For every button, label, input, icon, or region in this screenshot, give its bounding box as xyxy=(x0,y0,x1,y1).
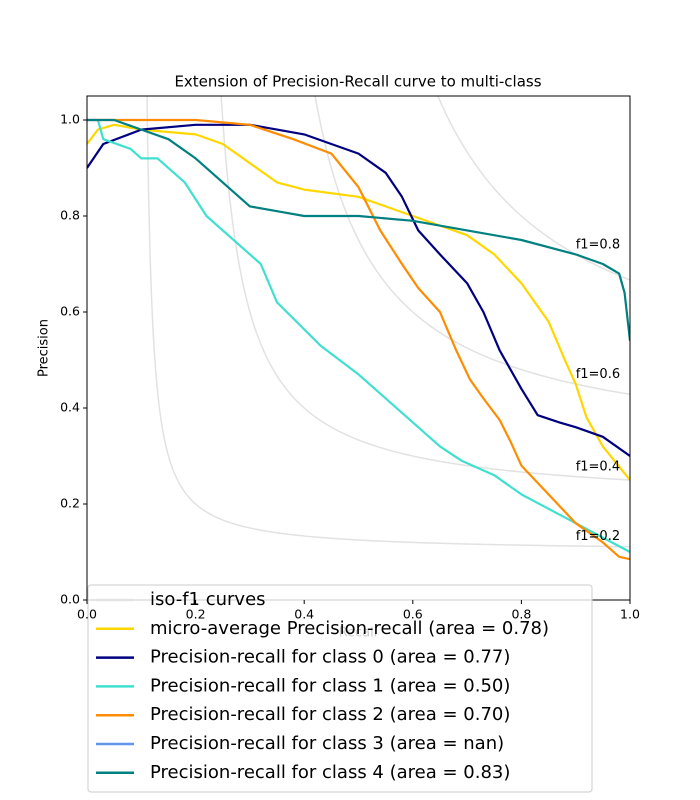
legend: iso-f1 curves micro-average Precision-rec… xyxy=(87,584,593,793)
pr-curve xyxy=(87,123,630,481)
y-tick-label: 0.2 xyxy=(60,496,80,511)
legend-label: Precision-recall for class 1 (area = 0.5… xyxy=(150,675,510,696)
x-tick-label: 0.6 xyxy=(403,607,423,622)
y-tick-label: 1.0 xyxy=(60,112,80,127)
pr-curve xyxy=(87,123,630,457)
iso-f1-label: f1=0.2 xyxy=(576,529,620,544)
legend-label: Precision-recall for class 2 (area = 0.7… xyxy=(150,704,510,725)
legend-label: Precision-recall for class 0 (area = 0.7… xyxy=(150,647,510,668)
plot-area xyxy=(87,96,630,561)
y-axis-label: Precision xyxy=(37,319,52,377)
iso-f1-label: f1=0.8 xyxy=(576,237,620,252)
iso-f1-curve xyxy=(220,96,630,481)
x-tick-label: 1.0 xyxy=(620,607,640,622)
overlay: f1=0.2 f1=0.4 f1=0.6 f1=0.8 xyxy=(576,237,620,544)
x-tick-label: 0.4 xyxy=(294,607,314,622)
x-tick-label: 0.2 xyxy=(186,607,206,622)
x-tick-label: 0.8 xyxy=(511,607,531,622)
iso-f1-curve xyxy=(314,96,630,396)
iso-f1-label: f1=0.4 xyxy=(576,459,620,474)
legend-label: Precision-recall for class 3 (area = nan… xyxy=(150,733,504,754)
iso-f1-label: f1=0.6 xyxy=(576,367,620,382)
pr-curve xyxy=(87,118,630,553)
pr-curve xyxy=(87,118,630,341)
legend-label: micro-average Precision-recall (area = 0… xyxy=(150,618,549,639)
legend-label: Precision-recall for class 4 (area = 0.8… xyxy=(150,762,510,783)
legend-label: iso-f1 curves xyxy=(150,589,266,610)
iso-f1-curve xyxy=(146,96,630,548)
pr-curve xyxy=(87,118,630,561)
x-tick-label: 0.0 xyxy=(77,607,97,622)
y-tick-label: 0.6 xyxy=(60,304,80,319)
y-tick-label: 0.4 xyxy=(60,400,80,415)
legend-box xyxy=(87,584,593,793)
y-tick-label: 0.8 xyxy=(60,208,80,223)
y-tick-label: 0.0 xyxy=(60,592,80,607)
chart-title: Extension of Precision-Recall curve to m… xyxy=(174,73,541,91)
